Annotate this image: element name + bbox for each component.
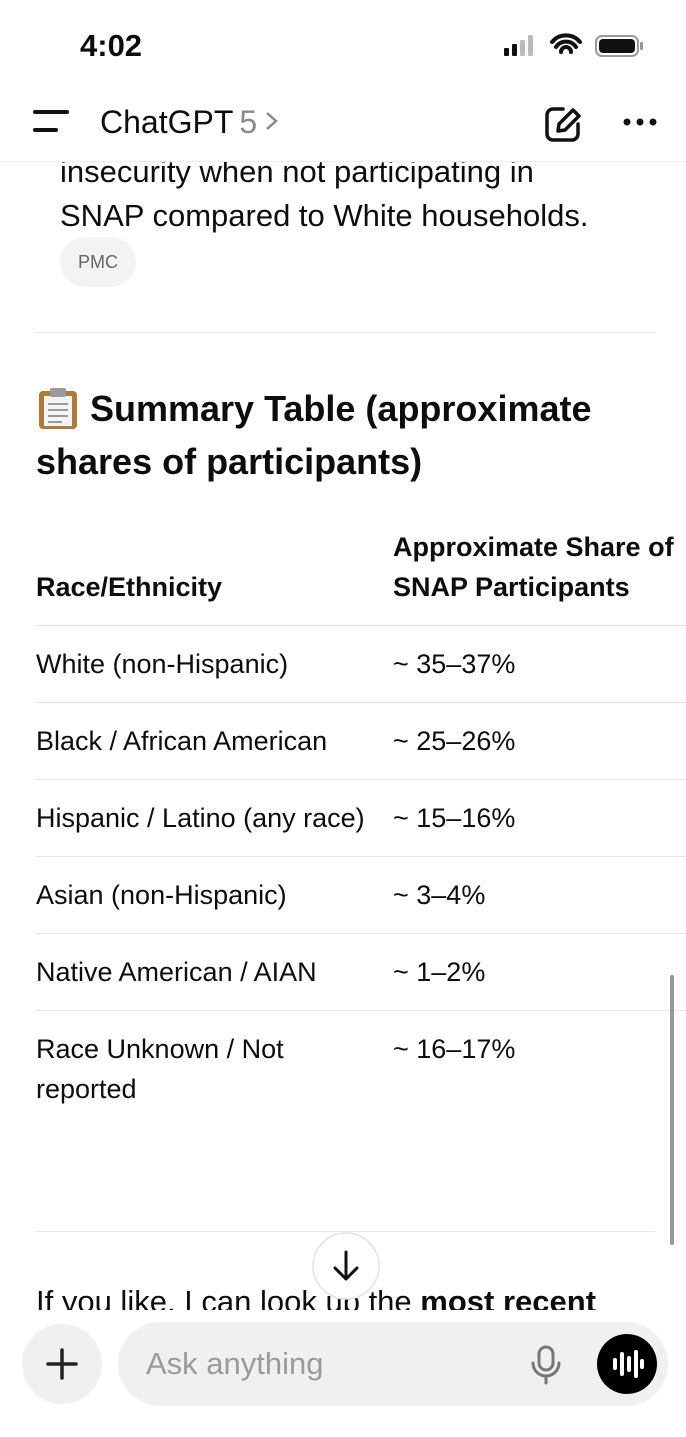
scrollbar bbox=[670, 975, 674, 1245]
table-cell: Hispanic / Latino (any race) bbox=[36, 803, 365, 833]
model-selector[interactable]: ChatGPT 5 bbox=[100, 104, 281, 141]
summary-table: Race/Ethnicity Approximate Share of SNAP… bbox=[36, 525, 686, 1127]
message-input[interactable] bbox=[118, 1322, 668, 1406]
table-row: Native American / AIAN ~ 1–2% bbox=[36, 934, 686, 1011]
clipboard-icon bbox=[39, 388, 77, 429]
scroll-down-button[interactable] bbox=[310, 1230, 382, 1302]
divider bbox=[35, 1231, 655, 1232]
table-cell: ~ 1–2% bbox=[393, 957, 486, 987]
heading-line: shares of participants) bbox=[36, 441, 423, 482]
input-placeholder: Ask anything bbox=[146, 1346, 324, 1381]
heading-line: Summary Table (approximate bbox=[90, 388, 592, 429]
column-header: Race/Ethnicity bbox=[36, 572, 223, 602]
column-header: Approximate Share of SNAP Participants bbox=[393, 532, 674, 602]
table-cell: ~ 3–4% bbox=[393, 880, 486, 910]
table-row: Asian (non-Hispanic) ~ 3–4% bbox=[36, 857, 686, 934]
table-cell: ~ 35–37% bbox=[393, 649, 516, 679]
section-heading: Summary Table (approximate shares of par… bbox=[36, 382, 676, 488]
model-version: 5 bbox=[239, 104, 258, 140]
table-row: White (non-Hispanic) ~ 35–37% bbox=[36, 626, 686, 703]
table-cell: Native American / AIAN bbox=[36, 957, 317, 987]
table-cell: ~ 16–17% bbox=[393, 1034, 516, 1064]
table-cell: Asian (non-Hispanic) bbox=[36, 880, 287, 910]
table-cell: Race Unknown / Not reported bbox=[36, 1034, 284, 1104]
app-title: ChatGPT bbox=[100, 104, 234, 140]
voice-button[interactable] bbox=[597, 1334, 657, 1394]
status-time: 4:02 bbox=[80, 28, 143, 63]
new-chat-button[interactable] bbox=[543, 104, 583, 144]
table-cell: Black / African American bbox=[36, 726, 328, 756]
citation-chip[interactable]: PMC bbox=[60, 237, 136, 287]
add-button[interactable] bbox=[22, 1324, 102, 1404]
more-button[interactable] bbox=[620, 114, 660, 130]
mic-button[interactable] bbox=[528, 1344, 564, 1386]
divider bbox=[35, 332, 655, 333]
table-cell: White (non-Hispanic) bbox=[36, 649, 289, 679]
top-bar: ChatGPT 5 bbox=[0, 80, 686, 162]
table-cell: ~ 25–26% bbox=[393, 726, 516, 756]
table-header: Race/Ethnicity Approximate Share of SNAP… bbox=[36, 525, 686, 626]
chevron bbox=[266, 112, 279, 130]
menu-button[interactable] bbox=[32, 108, 70, 134]
status-icons bbox=[504, 33, 643, 57]
message-paragraph: insecurity when not participating in SNA… bbox=[60, 150, 670, 238]
table-cell: ~ 15–16% bbox=[393, 803, 516, 833]
table-row: Hispanic / Latino (any race) ~ 15–16% bbox=[36, 780, 686, 857]
text-line: SNAP compared to White households. bbox=[60, 198, 589, 233]
table-row: Race Unknown / Not reported ~ 16–17% bbox=[36, 1011, 686, 1127]
table-row: Black / African American ~ 25–26% bbox=[36, 703, 686, 780]
